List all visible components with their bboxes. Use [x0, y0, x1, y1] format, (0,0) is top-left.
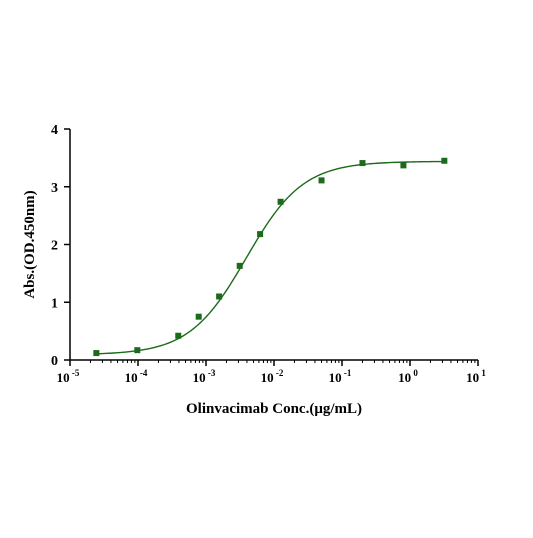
- data-point: [400, 162, 407, 169]
- y-ticks: 0 1 2 3 4: [51, 123, 70, 369]
- data-point: [257, 231, 264, 238]
- data-point: [93, 350, 100, 357]
- x-axis-label: Olinvacimab Conc.(μg/mL): [186, 401, 362, 417]
- y-tick-label: 3: [51, 181, 58, 196]
- data-point: [195, 313, 202, 320]
- y-tick-label: 0: [51, 354, 58, 369]
- y-tick-label: 2: [51, 239, 58, 254]
- data-point: [441, 157, 448, 164]
- x-tick-label: 10 -2: [261, 368, 284, 385]
- x-ticks: 10 -5 10 -4 10 -3 10 -2 10 -1 10 0 10 1: [57, 360, 486, 385]
- data-point: [175, 332, 182, 339]
- data-points: [93, 157, 448, 357]
- y-tick-label: 1: [51, 296, 58, 311]
- x-tick-label: 10 -1: [329, 368, 352, 385]
- x-tick-label: 10 -3: [193, 368, 216, 385]
- data-point: [236, 262, 243, 269]
- x-tick-label: 10 -5: [57, 368, 80, 385]
- data-point: [359, 160, 366, 167]
- data-point: [134, 347, 141, 354]
- data-point: [277, 198, 284, 205]
- fit-curve: [96, 160, 445, 355]
- x-tick-label: 10 -4: [125, 368, 148, 385]
- data-point: [216, 293, 223, 300]
- data-point: [318, 177, 325, 184]
- y-tick-label: 4: [51, 123, 58, 138]
- axes: [69, 129, 478, 361]
- x-tick-label: 10 0: [398, 368, 418, 385]
- y-axis-label: Abs.(OD.450nm): [22, 190, 38, 298]
- x-tick-label: 10 1: [466, 368, 486, 385]
